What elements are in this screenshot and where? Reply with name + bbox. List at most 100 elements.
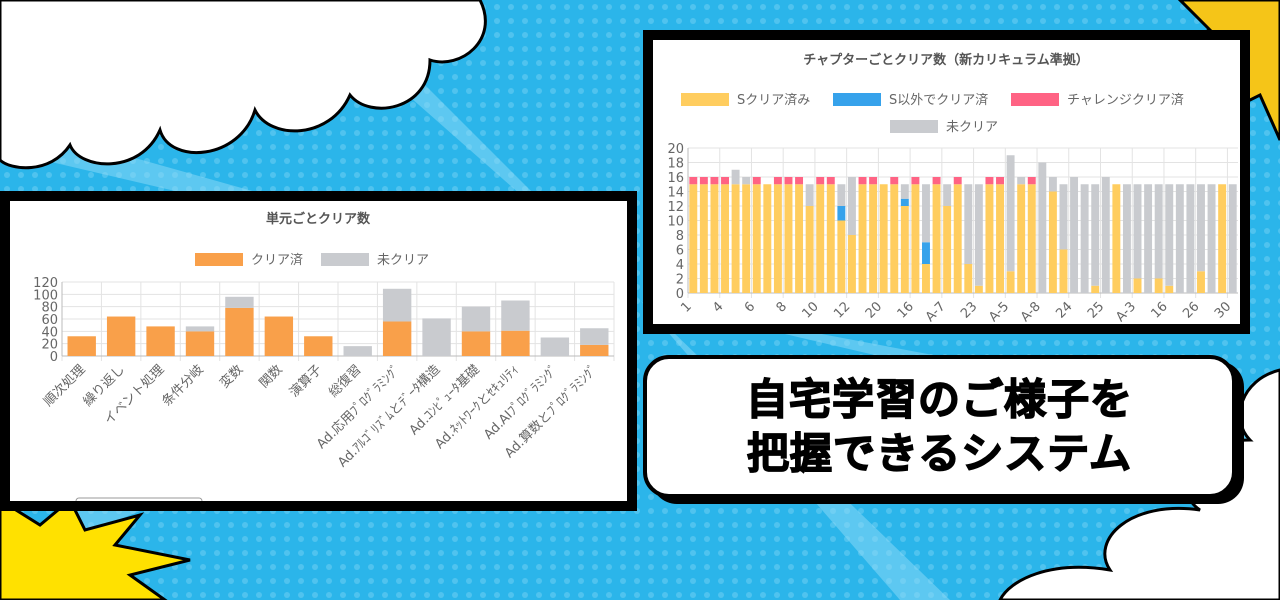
- bar-segment: [501, 300, 530, 331]
- bar-segment: [1101, 177, 1110, 293]
- bar-segment: [461, 306, 491, 332]
- x-tick-label: 24: [1053, 299, 1075, 321]
- y-tick-label: 60: [41, 313, 58, 328]
- y-tick-label: 14: [667, 186, 684, 201]
- bar-segment: [710, 177, 719, 185]
- y-tick-label: 100: [33, 288, 58, 303]
- bar-segment: [837, 206, 846, 221]
- x-tick-label: 6: [742, 299, 758, 315]
- bar-segment: [795, 177, 804, 185]
- bar-segment: [1006, 271, 1015, 293]
- x-tick-label: 10: [799, 299, 821, 321]
- bar-segment: [731, 184, 740, 293]
- bar-segment: [922, 184, 930, 243]
- catchphrase-banner: 自宅学習のご様子を 把握できるシステム: [643, 355, 1236, 498]
- legend-swatch: [321, 253, 369, 266]
- cloud-top-left: [0, 0, 487, 170]
- bar-segment: [1059, 184, 1068, 250]
- bar-segment: [922, 242, 930, 264]
- legend-swatch: [195, 253, 243, 266]
- bar-segment: [501, 330, 530, 356]
- bar-segment: [879, 184, 888, 293]
- bar-segment: [1207, 184, 1216, 293]
- bar-segment: [996, 184, 1004, 293]
- bar-segment: [847, 235, 856, 293]
- bar-segment: [146, 326, 175, 356]
- bar-segment: [795, 184, 804, 293]
- x-tick-label: 順次処理: [40, 362, 88, 410]
- bar-segment: [805, 206, 814, 293]
- x-tick-label: 20: [863, 299, 885, 321]
- bar-segment: [858, 184, 867, 293]
- bar-segment: [1006, 155, 1015, 272]
- bar-segment: [847, 177, 856, 235]
- legend-swatch: [681, 93, 729, 106]
- bar-segment: [1017, 184, 1026, 293]
- bar-segment: [1048, 177, 1057, 192]
- bar-segment: [837, 220, 846, 293]
- bar-segment: [932, 177, 941, 185]
- x-tick-label: Ad.ｺﾝﾋﾟｭｰﾀ基礎: [407, 362, 483, 438]
- catchphrase-line-2: 把握できるシステム: [746, 428, 1132, 479]
- bar-segment: [1122, 184, 1131, 293]
- y-tick-label: 12: [667, 200, 684, 215]
- y-tick-label: 0: [676, 287, 684, 302]
- y-tick-label: 6: [676, 244, 684, 259]
- bar-segment: [837, 184, 846, 206]
- bar-segment: [900, 184, 909, 199]
- bar-segment: [1091, 285, 1100, 293]
- bar-segment: [1080, 184, 1089, 293]
- x-tick-label: 12: [831, 299, 853, 321]
- x-tick-label: 25: [1085, 299, 1107, 321]
- bar-segment: [106, 316, 136, 356]
- bar-segment: [890, 177, 899, 185]
- x-tick-label: 30: [1212, 299, 1234, 321]
- bar-segment: [710, 184, 719, 293]
- x-tick-label: 演算子: [286, 362, 325, 401]
- bar-segment: [382, 288, 412, 322]
- bar-segment: [580, 344, 609, 356]
- bar-segment: [1218, 184, 1227, 293]
- catchphrase-line-1: 自宅学習のご様子を: [745, 374, 1133, 425]
- bar-segment: [826, 184, 835, 293]
- bar-segment: [953, 177, 962, 185]
- bar-segment: [721, 177, 729, 185]
- bar-segment: [343, 346, 372, 356]
- bar-segment: [1017, 177, 1026, 185]
- bar-segment: [1197, 184, 1205, 272]
- bar-segment: [805, 184, 814, 206]
- x-tick-label: 総復習: [326, 362, 365, 401]
- legend-swatch: [833, 93, 881, 106]
- bar-segment: [1133, 184, 1142, 279]
- bar-segment: [773, 177, 782, 185]
- bar-segment: [1154, 278, 1163, 293]
- x-tick-label: 関数: [257, 362, 286, 391]
- bar-segment: [826, 177, 835, 185]
- x-tick-label: 16: [1148, 299, 1170, 321]
- bar-segment: [974, 184, 983, 286]
- x-tick-label: A-8: [1018, 299, 1044, 324]
- bar-segment: [185, 331, 215, 356]
- bar-segment: [922, 264, 930, 293]
- y-tick-label: 18: [667, 157, 684, 172]
- y-tick-label: 10: [667, 215, 684, 230]
- bar-segment: [869, 177, 878, 185]
- bar-segment: [1070, 177, 1079, 293]
- bar-segment: [185, 326, 215, 332]
- bar-segment: [461, 331, 491, 356]
- bar-segment: [1165, 184, 1174, 286]
- bar-segment: [911, 184, 920, 293]
- scroll-handle: [75, 497, 203, 501]
- y-tick-label: 80: [41, 301, 58, 316]
- bar-segment: [943, 184, 952, 206]
- bar-segment: [985, 177, 994, 185]
- bar-segment: [869, 184, 878, 293]
- bar-segment: [784, 184, 793, 293]
- x-tick-label: 条件分岐: [159, 362, 207, 410]
- bar-segment: [422, 318, 451, 356]
- y-tick-label: 16: [667, 171, 684, 186]
- unit-clear-chart-panel: 単元ごとクリア数 クリア済 未クリア 0 20 40 60 80 100 120 順次処理 繰り…: [0, 191, 637, 511]
- bar-segment: [996, 177, 1004, 185]
- bar-segment: [689, 177, 698, 185]
